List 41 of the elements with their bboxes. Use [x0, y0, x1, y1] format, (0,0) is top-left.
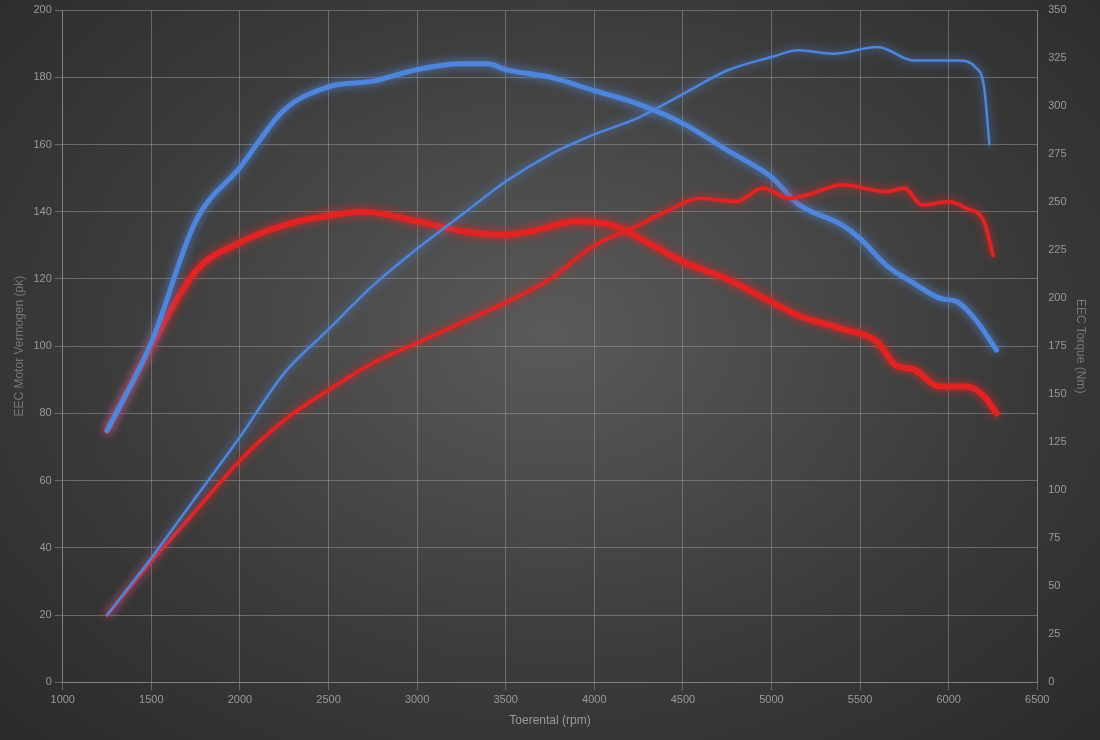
y2-tick-label: 150	[1048, 387, 1067, 400]
y-tick-label: 0	[45, 675, 52, 688]
y-tick-label: 80	[39, 406, 52, 419]
y2-tick-label: 25	[1048, 627, 1061, 640]
y2-tick-label: 250	[1048, 195, 1067, 208]
y2-tick-label: 0	[1048, 675, 1055, 688]
y2-tick-label: 275	[1048, 147, 1067, 160]
y-tick-label: 120	[33, 271, 52, 284]
x-tick-label: 2000	[227, 693, 253, 706]
y2-tick-label: 125	[1048, 435, 1067, 448]
y2-tick-label: 225	[1048, 243, 1067, 256]
x-tick-label: 6000	[936, 693, 961, 706]
y2-tick-label: 200	[1048, 291, 1067, 304]
x-tick-label: 1000	[50, 693, 75, 706]
x-tick-label: 3500	[493, 693, 518, 706]
y2-tick-label: 100	[1048, 483, 1067, 496]
y-tick-label: 180	[33, 70, 52, 83]
y-tick-label: 160	[33, 137, 52, 150]
y2-tick-label: 300	[1048, 99, 1067, 112]
x-tick-label: 6500	[1025, 693, 1050, 706]
x-tick-label: 4500	[670, 693, 696, 706]
x-axis-title: Toerental (rpm)	[509, 713, 591, 728]
x-tick-label: 5500	[847, 693, 873, 706]
y2-tick-label: 75	[1048, 531, 1061, 544]
y-tick-label: 40	[39, 540, 52, 553]
x-tick-label: 1500	[139, 693, 164, 706]
y2-tick-label: 350	[1048, 3, 1067, 16]
x-tick-label: 5000	[759, 693, 784, 706]
y-axis-title: EEC Motor Vermogen (pk)	[11, 275, 26, 417]
y-tick-label: 20	[39, 608, 52, 621]
y2-axis-title: EEC Torque (Nm)	[1074, 298, 1089, 394]
y-tick-label: 140	[33, 204, 52, 217]
x-tick-label: 4000	[582, 693, 607, 706]
x-tick-label: 2500	[316, 693, 341, 706]
y2-tick-label: 50	[1048, 579, 1061, 592]
y2-tick-label: 175	[1048, 339, 1067, 352]
x-tick-label: 3000	[404, 693, 430, 706]
y-tick-label: 60	[39, 473, 52, 486]
y-tick-label: 200	[33, 3, 52, 16]
y-tick-label: 100	[33, 339, 52, 352]
y2-tick-label: 325	[1048, 51, 1067, 64]
